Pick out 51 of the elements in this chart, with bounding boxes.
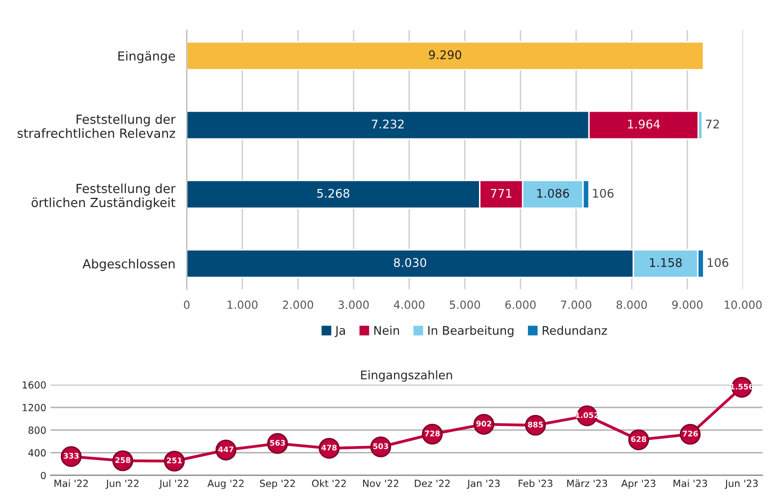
x-tick-label: 10.000 bbox=[724, 300, 762, 309]
legend-label: Nein bbox=[374, 326, 400, 335]
y-tick-label: 1600 bbox=[22, 381, 46, 389]
y-tick-label: Abgeschlossen bbox=[82, 258, 175, 271]
x-tick-label: März '23 bbox=[567, 480, 608, 488]
data-label: 7.232 bbox=[372, 120, 404, 128]
legend-label: Ja bbox=[334, 326, 345, 338]
x-tick-label: 0 bbox=[184, 300, 190, 309]
x-tick-label: 3.000 bbox=[338, 300, 369, 309]
x-tick-label: Dez '22 bbox=[414, 480, 450, 488]
x-tick-label: Mai '23 bbox=[674, 480, 708, 488]
data-label: 9.290 bbox=[428, 50, 462, 60]
y-tick-label: 0 bbox=[40, 472, 46, 480]
data-label: 8.030 bbox=[394, 258, 426, 268]
data-label: 1.158 bbox=[650, 258, 682, 268]
x-tick-label: Mai '22 bbox=[54, 480, 88, 488]
x-tick-label: Apr '23 bbox=[621, 480, 656, 489]
y-tick-label: Eingänge bbox=[118, 51, 175, 64]
x-tick-label: 4.000 bbox=[394, 300, 424, 309]
x-tick-label: Nov '22 bbox=[363, 480, 398, 488]
x-tick-label: Sep '22 bbox=[260, 480, 295, 489]
x-tick-label: 5.000 bbox=[450, 300, 480, 309]
y-tick-label: Feststellung der strafrechtlichen Relevanz bbox=[18, 114, 176, 138]
x-tick-label: 6.000 bbox=[505, 300, 536, 309]
data-label: 5.268 bbox=[317, 188, 350, 198]
x-tick-label: Jul '22 bbox=[158, 480, 188, 489]
x-tick-label: Jun '22 bbox=[106, 480, 138, 489]
data-label: 106 bbox=[593, 188, 614, 198]
data-label: 1.086 bbox=[537, 188, 570, 198]
x-tick-label: 1.000 bbox=[228, 300, 258, 309]
y-tick-label: 800 bbox=[28, 426, 46, 434]
y-tick-label: 400 bbox=[28, 449, 46, 457]
x-tick-label: 2.000 bbox=[282, 300, 314, 309]
x-tick-label: 9.000 bbox=[672, 300, 703, 309]
x-tick-label: Okt '22 bbox=[312, 480, 346, 488]
x-tick-label: Jan '23 bbox=[466, 480, 500, 489]
bar bbox=[186, 41, 704, 70]
x-tick-label: 8.000 bbox=[616, 300, 647, 309]
data-label: 771 bbox=[490, 188, 512, 198]
x-tick-label: Feb '23 bbox=[518, 480, 552, 488]
x-tick-label: 7.000 bbox=[561, 300, 592, 309]
x-tick-label: Aug '22 bbox=[207, 480, 244, 489]
x-tick-label: Jun '23 bbox=[724, 480, 758, 489]
data-label: 72 bbox=[706, 120, 719, 128]
chart-title: Eingangszahlen bbox=[361, 370, 452, 382]
data-label: 1.964 bbox=[628, 120, 660, 128]
y-tick-label: Feststellung der örtlichen Zuständigkeit bbox=[32, 184, 176, 210]
y-tick-label: 1200 bbox=[22, 404, 46, 412]
data-label: 106 bbox=[708, 258, 728, 268]
legend-label: Redundanz bbox=[542, 326, 607, 335]
legend-label: In Bearbeitung bbox=[428, 326, 514, 338]
